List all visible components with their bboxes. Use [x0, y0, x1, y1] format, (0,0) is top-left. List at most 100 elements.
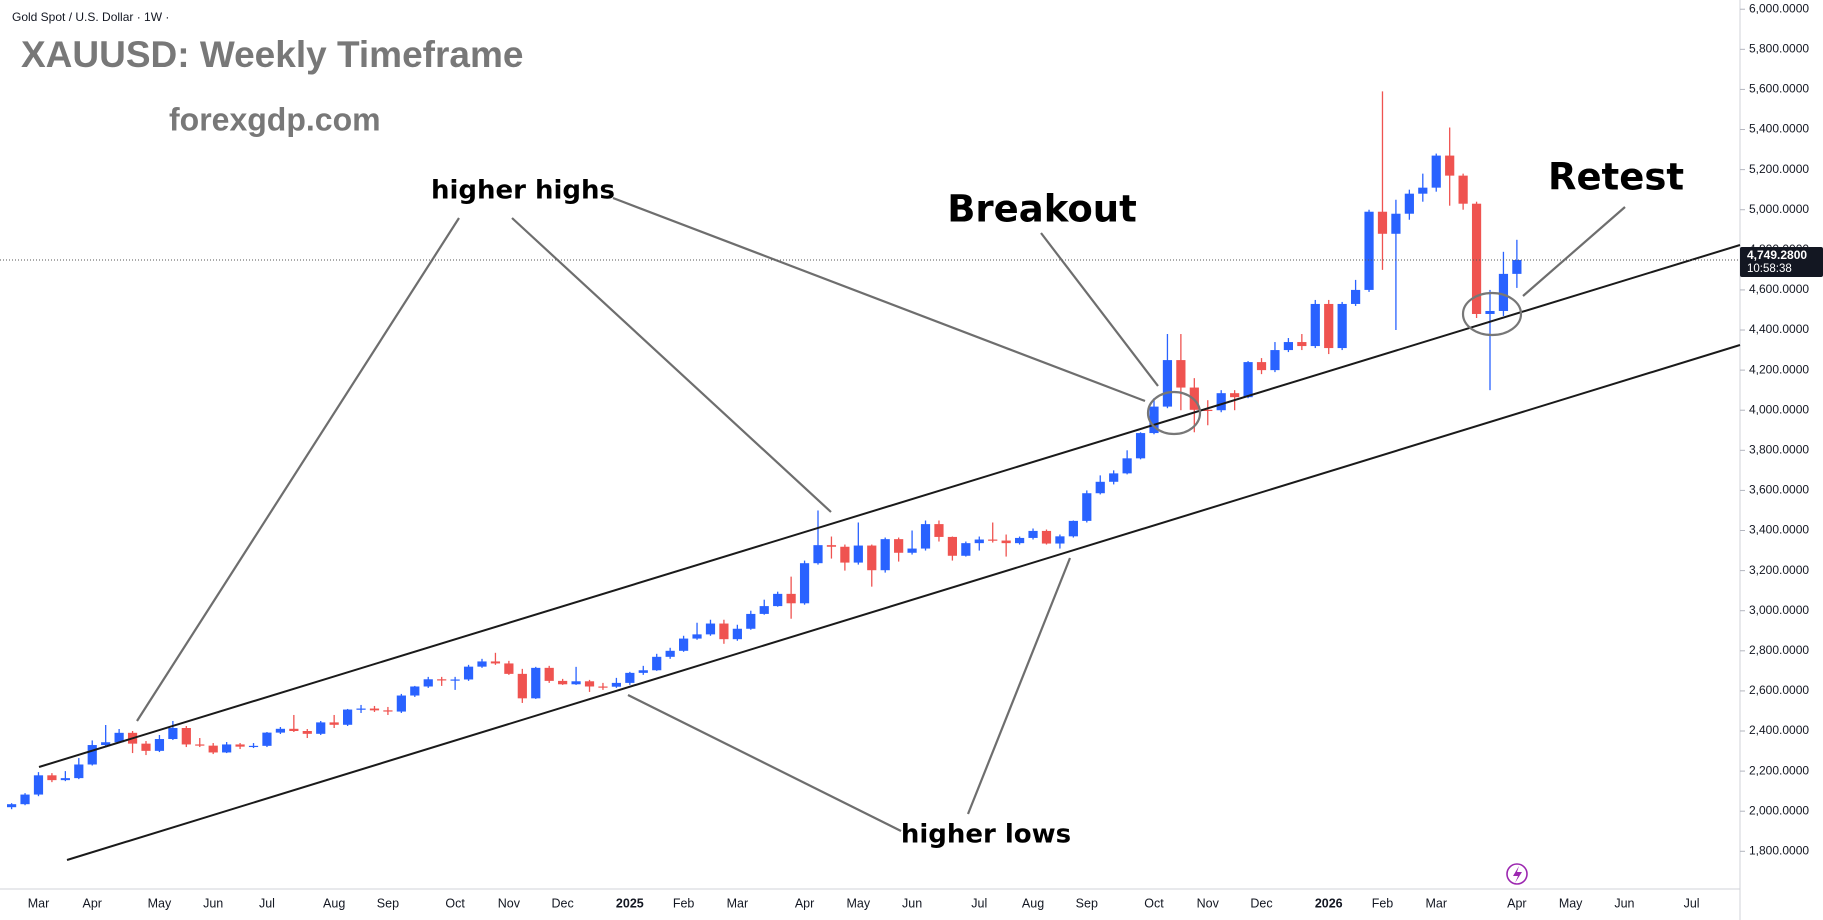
candle-body: [114, 732, 124, 743]
candle-body: [1176, 360, 1186, 388]
y-tick-label: 3,800.0000: [1749, 442, 1809, 456]
x-tick-label: Oct: [445, 896, 465, 910]
candle-body: [638, 670, 648, 673]
candle-body: [1203, 409, 1213, 412]
y-tick-label: 1,800.0000: [1749, 843, 1809, 857]
annotation-arrow: [511, 217, 832, 513]
candle-body: [490, 661, 501, 664]
candle-body: [383, 710, 393, 712]
annotation-arrow: [1040, 232, 1159, 387]
candle-body: [705, 623, 716, 635]
alert-icon[interactable]: [1506, 863, 1528, 885]
candle-body: [316, 722, 326, 734]
candle-body: [867, 545, 877, 571]
candle-body: [343, 709, 353, 725]
y-tick-label: 4,400.0000: [1749, 322, 1809, 336]
candle-body: [141, 743, 151, 751]
candle-body: [920, 524, 931, 549]
x-tick-label: Sep: [377, 896, 399, 910]
annotation-arrow: [627, 694, 902, 832]
candle-body: [60, 778, 70, 781]
x-tick-label: Mar: [727, 896, 749, 910]
candle-body: [154, 739, 165, 751]
lower-channel-line: [66, 344, 1741, 861]
candle-body: [222, 744, 232, 753]
candle-body: [988, 539, 998, 541]
annotation-arrow: [612, 196, 1146, 403]
candle-body: [1418, 187, 1428, 194]
x-tick-label: Mar: [28, 896, 50, 910]
candle-body: [652, 656, 662, 671]
candle-body: [880, 539, 890, 571]
candle-body: [369, 708, 380, 711]
candle-body: [907, 548, 917, 553]
x-tick-label: Apr: [1507, 896, 1526, 910]
y-tick-label: 2,400.0000: [1749, 723, 1809, 737]
candle-body: [1445, 155, 1455, 176]
candle-body: [584, 681, 595, 687]
candle-body: [1055, 536, 1065, 544]
y-tick-label: 2,800.0000: [1749, 643, 1809, 657]
y-tick-label: 4,000.0000: [1749, 402, 1809, 416]
x-tick-label: Jul: [971, 896, 987, 910]
candle-body: [1391, 213, 1401, 234]
candle-body: [20, 794, 30, 805]
candle-body: [799, 563, 810, 604]
last-price-tag: [1740, 246, 1823, 277]
candle-body: [732, 628, 742, 640]
x-tick-label: Feb: [1372, 896, 1394, 910]
candle-body: [517, 673, 527, 699]
y-tick-label: 2,600.0000: [1749, 683, 1809, 697]
y-tick-label: 4,200.0000: [1749, 362, 1809, 376]
x-tick-label: 2026: [1315, 896, 1343, 910]
annotation-arrow: [136, 217, 460, 722]
candle-body: [894, 539, 904, 553]
candle-body: [1243, 362, 1253, 398]
candle-body: [1297, 342, 1307, 347]
candle-body: [759, 606, 769, 614]
candle-body: [47, 775, 57, 781]
x-tick-label: Dec: [1250, 896, 1272, 910]
candle-body: [625, 672, 635, 683]
chart-subtitle: forexgdp.com: [169, 101, 381, 137]
candle-body: [437, 679, 447, 681]
x-tick-label: Nov: [1197, 896, 1220, 910]
candle-body: [423, 679, 433, 687]
y-tick-label: 5,000.0000: [1749, 202, 1809, 216]
retest-circle: [1461, 291, 1523, 337]
x-tick-label: Sep: [1076, 896, 1098, 910]
candle-body: [1256, 362, 1267, 371]
symbol-header: Gold Spot / U.S. Dollar · 1W ·: [12, 10, 169, 24]
annotation-label: higher highs: [431, 176, 615, 206]
candle-body: [33, 775, 44, 795]
y-tick-label: 3,000.0000: [1749, 603, 1809, 617]
candle-body: [1431, 155, 1441, 188]
candle-body: [665, 650, 675, 657]
candle-body: [1068, 520, 1078, 537]
candle-body: [477, 661, 487, 667]
candle-body: [1109, 473, 1119, 482]
y-tick-label: 3,600.0000: [1749, 483, 1809, 497]
x-tick-label: Jul: [259, 896, 275, 910]
candle-body: [853, 545, 863, 563]
x-tick-label: May: [847, 896, 871, 910]
candle-body: [181, 728, 191, 745]
candle-body: [773, 593, 783, 607]
candle-body: [1135, 433, 1146, 459]
candle-body: [1162, 360, 1173, 407]
candle-body: [302, 731, 312, 734]
candle-body: [1324, 303, 1334, 349]
candle-body: [275, 728, 285, 733]
candle-body: [1351, 289, 1361, 304]
annotation-arrow: [1522, 206, 1626, 297]
candle-body: [1485, 310, 1495, 314]
candle-body: [7, 804, 17, 808]
y-tick-label: 3,400.0000: [1749, 523, 1809, 537]
candle-body: [1471, 203, 1482, 314]
candle-body: [786, 593, 796, 604]
candle-body: [396, 695, 406, 712]
y-tick-label: 2,200.0000: [1749, 763, 1809, 777]
candle-body: [101, 742, 111, 746]
candle-body: [692, 634, 702, 639]
